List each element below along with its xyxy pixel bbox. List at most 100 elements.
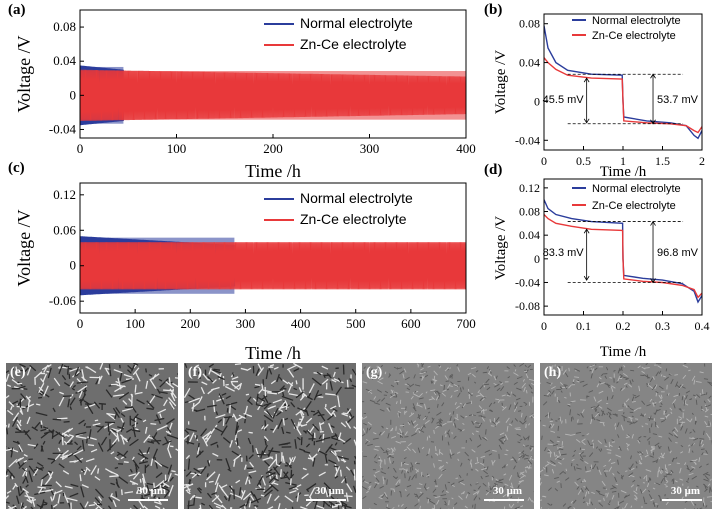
series-zn-ce-fill — [80, 71, 466, 120]
x-tick-label: 0 — [541, 154, 547, 168]
sem-panel-label: (e) — [10, 365, 26, 380]
y-tick-label: -0.04 — [515, 133, 540, 147]
y-axis-label: Voltage /V — [493, 216, 509, 280]
x-tick-label: 200 — [181, 316, 201, 331]
scale-bar-label: 30 μm — [670, 485, 700, 497]
scale-bar — [306, 499, 346, 501]
y-axis-label: Voltage /V — [14, 209, 34, 286]
y-tick-label: 0 — [534, 252, 540, 266]
chart-panel-1: 45.5 mV 53.7 mV0 0.5 1 1.5 2-0.0400.040.08Tim… — [484, 2, 705, 180]
sem-texture — [184, 363, 356, 509]
y-tick-label: 0.12 — [53, 187, 76, 202]
x-tick-label: 500 — [346, 316, 366, 331]
y-tick-label: 0.04 — [519, 228, 540, 242]
legend-entry-0: Normal electrolyte — [592, 15, 681, 27]
x-axis-label: Time /h — [245, 343, 301, 363]
x-tick-label: 1 — [620, 154, 626, 168]
series-zn-ce-fill — [80, 243, 466, 289]
y-tick-label: -0.06 — [49, 293, 77, 308]
arrow-head-1 — [650, 220, 656, 226]
sem-texture — [6, 363, 178, 509]
plot-area — [80, 236, 466, 296]
sem-image-1: (f) 30 μm — [184, 363, 356, 509]
x-tick-label: 100 — [167, 141, 187, 156]
y-tick-label: 0.08 — [53, 19, 76, 34]
arrow-tail-0 — [583, 118, 590, 124]
legend-entry-0: Normal electrolyte — [300, 15, 413, 31]
sem-panel-label: (g) — [366, 365, 383, 380]
x-tick-label: 0.5 — [576, 154, 591, 168]
scale-bar-label: 30 μm — [492, 485, 522, 497]
x-tick-label: 0.1 — [576, 319, 591, 333]
sem-texture — [540, 363, 712, 509]
y-tick-label: 0.04 — [519, 56, 540, 70]
x-tick-label: 0.2 — [616, 319, 631, 333]
scale-bar — [128, 499, 168, 501]
scale-bar — [662, 499, 702, 501]
legend-entry-1: Zn-Ce electrolyte — [300, 36, 407, 52]
x-tick-label: 400 — [456, 141, 476, 156]
arrow-head-0 — [583, 77, 590, 83]
sem-image-0: (e) 30 μm — [6, 363, 178, 509]
legend-entry-1: Zn-Ce electrolyte — [592, 200, 676, 212]
arrow-head-1 — [650, 73, 656, 79]
arrow-head-0 — [583, 228, 590, 234]
sem-panel-label: (h) — [544, 365, 562, 380]
x-tick-label: 2 — [699, 154, 705, 168]
sem-image-2: (g) 30 μm — [362, 363, 534, 509]
y-tick-label: 0.12 — [519, 181, 540, 195]
scale-bar — [484, 499, 524, 501]
x-tick-label: 700 — [456, 316, 476, 331]
legend-entry-1: Zn-Ce electrolyte — [592, 30, 676, 42]
y-axis-label: Voltage /V — [14, 35, 34, 112]
plot-area — [544, 25, 702, 140]
axis-frame — [79, 182, 467, 314]
series-zn-ce-line — [544, 57, 702, 134]
annotation-1: 83.3 mV — [543, 247, 585, 259]
arrow-tail-1 — [650, 278, 656, 284]
arrow-tail-0 — [583, 275, 590, 281]
x-tick-label: 0 — [77, 316, 84, 331]
panel-label: (b) — [484, 2, 502, 18]
sem-panel-label: (f) — [188, 365, 202, 380]
x-tick-label: 0.3 — [655, 319, 670, 333]
panel-label: (c) — [8, 160, 25, 176]
arrow-tail-1 — [650, 119, 656, 125]
y-tick-label: 0 — [70, 258, 77, 273]
x-tick-label: 1.5 — [655, 154, 670, 168]
panel-label: (a) — [8, 2, 26, 18]
y-tick-label: 0 — [534, 94, 540, 108]
y-tick-label: -0.08 — [515, 299, 540, 313]
annotation-2: 96.8 mV — [657, 247, 699, 259]
y-tick-label: 0.04 — [53, 53, 76, 68]
legend-entry-1: Zn-Ce electrolyte — [300, 211, 407, 227]
chart-panel-3: 83.3 mV 96.8 mV 0 0.1 0.2 0.3 0.4 -0.08 -0.04 0 0.… — [484, 162, 710, 360]
panel-label: (d) — [484, 162, 502, 178]
scale-bar-label: 30 μm — [136, 485, 166, 497]
plot-area — [80, 65, 466, 126]
y-tick-label: 0.08 — [519, 17, 540, 31]
legend-entry-0: Normal electrolyte — [300, 190, 413, 206]
scale-bar-label: 30 μm — [314, 485, 344, 497]
x-tick-label: 200 — [263, 141, 283, 156]
x-tick-label: 0.4 — [695, 319, 710, 333]
y-tick-label: -0.04 — [49, 121, 77, 136]
sem-texture — [362, 363, 534, 509]
x-tick-label: 0 — [77, 141, 84, 156]
x-axis-label: Time /h — [245, 161, 301, 181]
x-axis-label: Time /h — [600, 164, 647, 180]
x-tick-label: 400 — [291, 316, 311, 331]
y-tick-label: -0.04 — [515, 275, 540, 289]
annotation-1: 45.5 mV — [543, 94, 585, 106]
annotation-2: 53.7 mV — [657, 94, 699, 106]
x-tick-label: 600 — [401, 316, 421, 331]
x-tick-label: 300 — [360, 141, 380, 156]
series-zn-ce-line — [544, 214, 702, 299]
y-tick-label: 0 — [70, 87, 77, 102]
x-tick-label: 0 — [541, 319, 547, 333]
legend-entry-0: Normal electrolyte — [592, 183, 681, 195]
chart-panel-2: 0 100 200 300 400 500 600 700-0.0600.060.12Time… — [8, 160, 476, 363]
y-tick-label: 0.06 — [53, 222, 76, 237]
